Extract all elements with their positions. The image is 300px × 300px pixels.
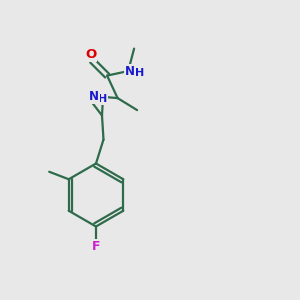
- Text: N: N: [124, 64, 135, 78]
- Text: N: N: [88, 90, 99, 103]
- Text: H: H: [135, 68, 144, 79]
- Text: O: O: [85, 47, 96, 61]
- Text: H: H: [98, 94, 107, 104]
- Text: F: F: [92, 240, 100, 253]
